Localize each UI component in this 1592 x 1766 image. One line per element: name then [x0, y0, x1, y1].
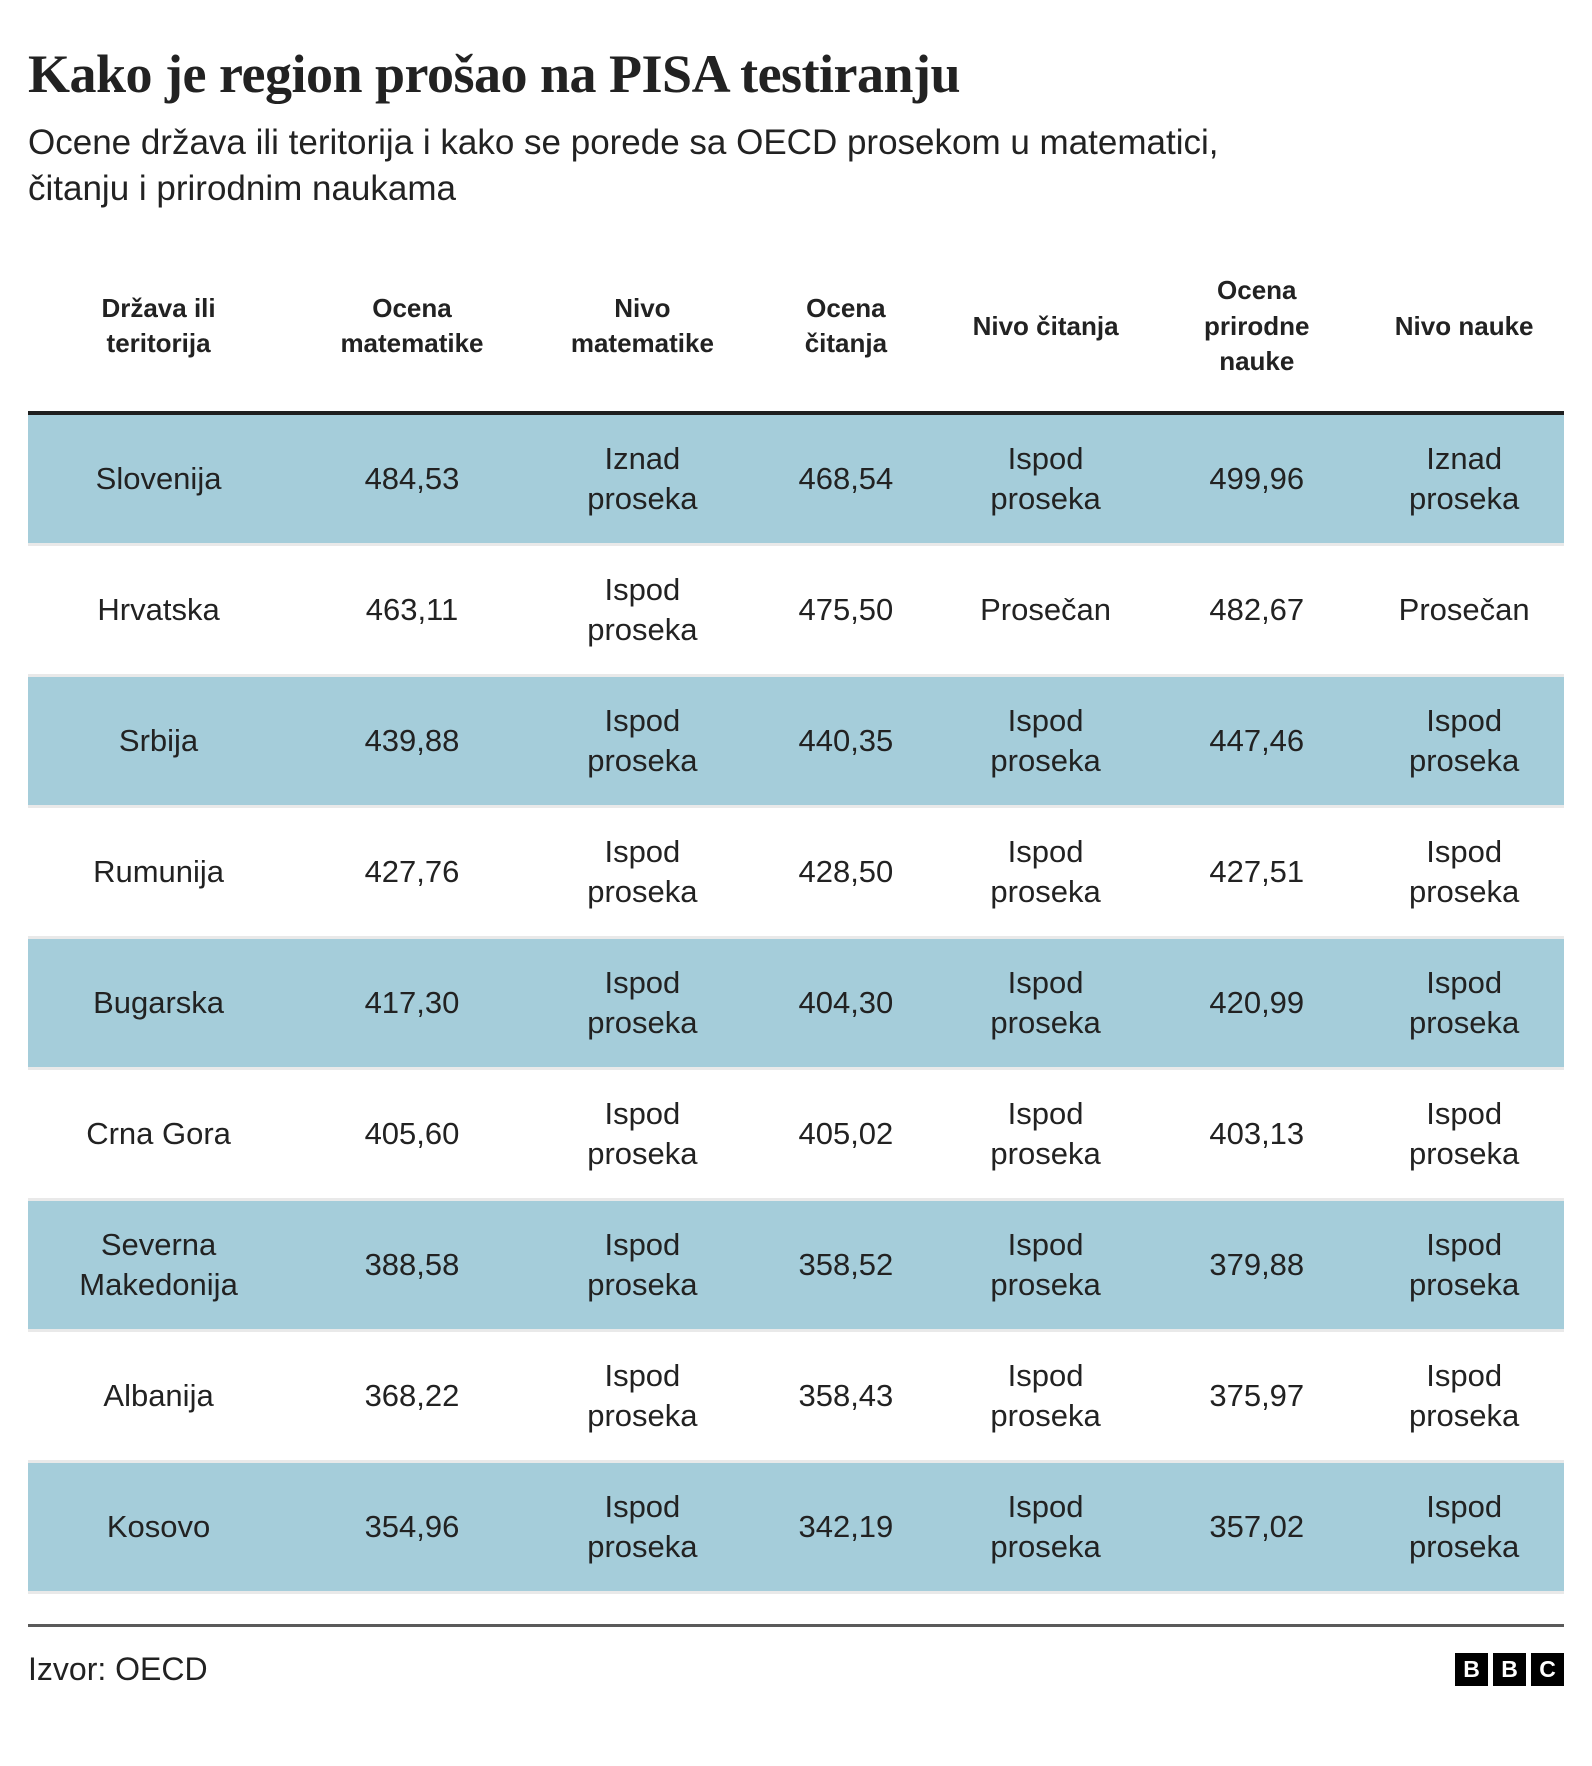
- value-cell: Ispod proseka: [534, 1461, 750, 1594]
- page-title: Kako je region prošao na PISA testiranju: [28, 44, 961, 104]
- value-cell: Ispod proseka: [1364, 1330, 1564, 1463]
- value-cell: Ispod proseka: [1364, 675, 1564, 808]
- value-cell: 417,30: [289, 937, 535, 1070]
- value-cell: Ispod proseka: [1364, 1068, 1564, 1201]
- table-row: Bugarska 417,30 Ispod proseka 404,30 Ispod p…: [28, 937, 1564, 1070]
- value-cell: Ispod proseka: [941, 1330, 1150, 1463]
- country-cell: Albanija: [28, 1330, 290, 1463]
- value-cell: 405,60: [289, 1068, 535, 1201]
- value-cell: 358,52: [749, 1199, 942, 1332]
- value-cell: Prosečan: [941, 544, 1150, 677]
- value-cell: 482,67: [1149, 544, 1365, 677]
- value-cell: Ispod proseka: [1364, 1461, 1564, 1594]
- value-cell: 404,30: [749, 937, 942, 1070]
- value-cell: 357,02: [1149, 1461, 1365, 1594]
- value-cell: Ispod proseka: [1364, 1199, 1564, 1332]
- table-row: Srbija 439,88 Ispod proseka 440,35 Ispod pro…: [28, 675, 1564, 808]
- value-cell: 439,88: [289, 675, 535, 808]
- column-header: Ocena prirodne nauke: [1149, 247, 1365, 416]
- value-cell: Iznad proseka: [1364, 413, 1564, 546]
- table-row: Kosovo 354,96 Ispod proseka 342,19 Ispod pro…: [28, 1461, 1564, 1594]
- value-cell: 420,99: [1149, 937, 1365, 1070]
- value-cell: 447,46: [1149, 675, 1365, 808]
- value-cell: 375,97: [1149, 1330, 1365, 1463]
- bbc-logo-letter: C: [1531, 1652, 1564, 1686]
- value-cell: Ispod proseka: [534, 1068, 750, 1201]
- value-cell: Ispod proseka: [534, 1199, 750, 1332]
- value-cell: Ispod proseka: [941, 937, 1150, 1070]
- value-cell: 388,58: [289, 1199, 535, 1332]
- column-header: Nivo matematike: [534, 247, 750, 416]
- table-row: Albanija 368,22 Ispod proseka 358,43 Ispod p…: [28, 1330, 1564, 1463]
- value-cell: Ispod proseka: [534, 937, 750, 1070]
- table-row: Rumunija 427,76 Ispod proseka 428,50 Ispod p…: [28, 806, 1564, 939]
- pisa-results-table: Država ili teritorija Ocena matematike Niv…: [28, 247, 1564, 1594]
- country-cell: Kosovo: [28, 1461, 290, 1594]
- table-row: Hrvatska 463,11 Ispod proseka 475,50 Proseča…: [28, 544, 1564, 677]
- country-cell: Rumunija: [28, 806, 290, 939]
- value-cell: 428,50: [749, 806, 942, 939]
- country-cell: Bugarska: [28, 937, 290, 1070]
- value-cell: Ispod proseka: [941, 1461, 1150, 1594]
- value-cell: Ispod proseka: [941, 1199, 1150, 1332]
- value-cell: Ispod proseka: [534, 1330, 750, 1463]
- value-cell: Ispod proseka: [941, 1068, 1150, 1201]
- value-cell: Ispod proseka: [1364, 937, 1564, 1070]
- value-cell: 499,96: [1149, 413, 1365, 546]
- value-cell: 354,96: [289, 1461, 535, 1594]
- value-cell: Ispod proseka: [534, 544, 750, 677]
- column-header: Nivo nauke: [1364, 247, 1564, 416]
- page-subtitle: Ocene država ili teritorija i kako se po…: [28, 123, 1219, 208]
- value-cell: 440,35: [749, 675, 942, 808]
- value-cell: 403,13: [1149, 1068, 1365, 1201]
- value-cell: Ispod proseka: [941, 413, 1150, 546]
- column-header: Ocena matematike: [289, 247, 535, 416]
- table-row: Crna Gora 405,60 Ispod proseka 405,02 Ispod …: [28, 1068, 1564, 1201]
- value-cell: Ispod proseka: [941, 675, 1150, 808]
- bbc-logo-letter: B: [1455, 1652, 1488, 1686]
- value-cell: 368,22: [289, 1330, 535, 1463]
- table-row: Severna Makedonija 388,58 Ispod proseka 358…: [28, 1199, 1564, 1332]
- value-cell: 379,88: [1149, 1199, 1365, 1332]
- value-cell: Ispod proseka: [941, 806, 1150, 939]
- table-body: Slovenija 484,53 Iznad proseka 468,54 Ispod …: [28, 413, 1564, 1594]
- column-header: Nivo čitanja: [941, 247, 1150, 416]
- value-cell: 468,54: [749, 413, 942, 546]
- column-header: Ocena čitanja: [749, 247, 942, 416]
- value-cell: Ispod proseka: [1364, 806, 1564, 939]
- value-cell: Ispod proseka: [534, 806, 750, 939]
- country-cell: Severna Makedonija: [28, 1199, 290, 1332]
- column-header: Država ili teritorija: [28, 247, 290, 416]
- table-row: Slovenija 484,53 Iznad proseka 468,54 Ispod …: [28, 413, 1564, 546]
- country-cell: Crna Gora: [28, 1068, 290, 1201]
- value-cell: Iznad proseka: [534, 413, 750, 546]
- value-cell: 427,51: [1149, 806, 1365, 939]
- value-cell: 484,53: [289, 413, 535, 546]
- value-cell: 427,76: [289, 806, 535, 939]
- country-cell: Slovenija: [28, 413, 290, 546]
- value-cell: 475,50: [749, 544, 942, 677]
- source-label: Izvor: OECD: [28, 1650, 208, 1687]
- value-cell: 405,02: [749, 1068, 942, 1201]
- country-cell: Srbija: [28, 675, 290, 808]
- value-cell: Ispod proseka: [534, 675, 750, 808]
- country-cell: Hrvatska: [28, 544, 290, 677]
- value-cell: 342,19: [749, 1461, 942, 1594]
- table-header-row: Država ili teritorija Ocena matematike Niv…: [28, 247, 1564, 416]
- value-cell: 463,11: [289, 544, 535, 677]
- bbc-logo-letter: B: [1493, 1652, 1526, 1686]
- value-cell: 358,43: [749, 1330, 942, 1463]
- value-cell: Prosečan: [1364, 544, 1564, 677]
